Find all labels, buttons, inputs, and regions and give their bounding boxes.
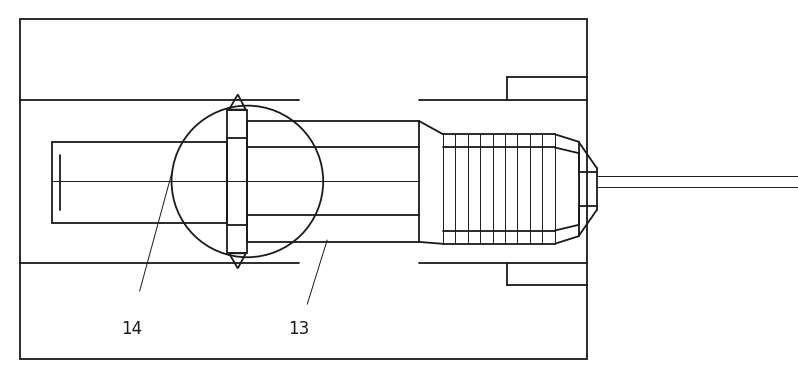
Bar: [20, 19, 587, 359]
Bar: [52, 142, 227, 223]
Text: 13: 13: [289, 320, 310, 338]
Bar: [227, 110, 247, 253]
Text: 14: 14: [121, 320, 142, 338]
Bar: [247, 121, 419, 242]
